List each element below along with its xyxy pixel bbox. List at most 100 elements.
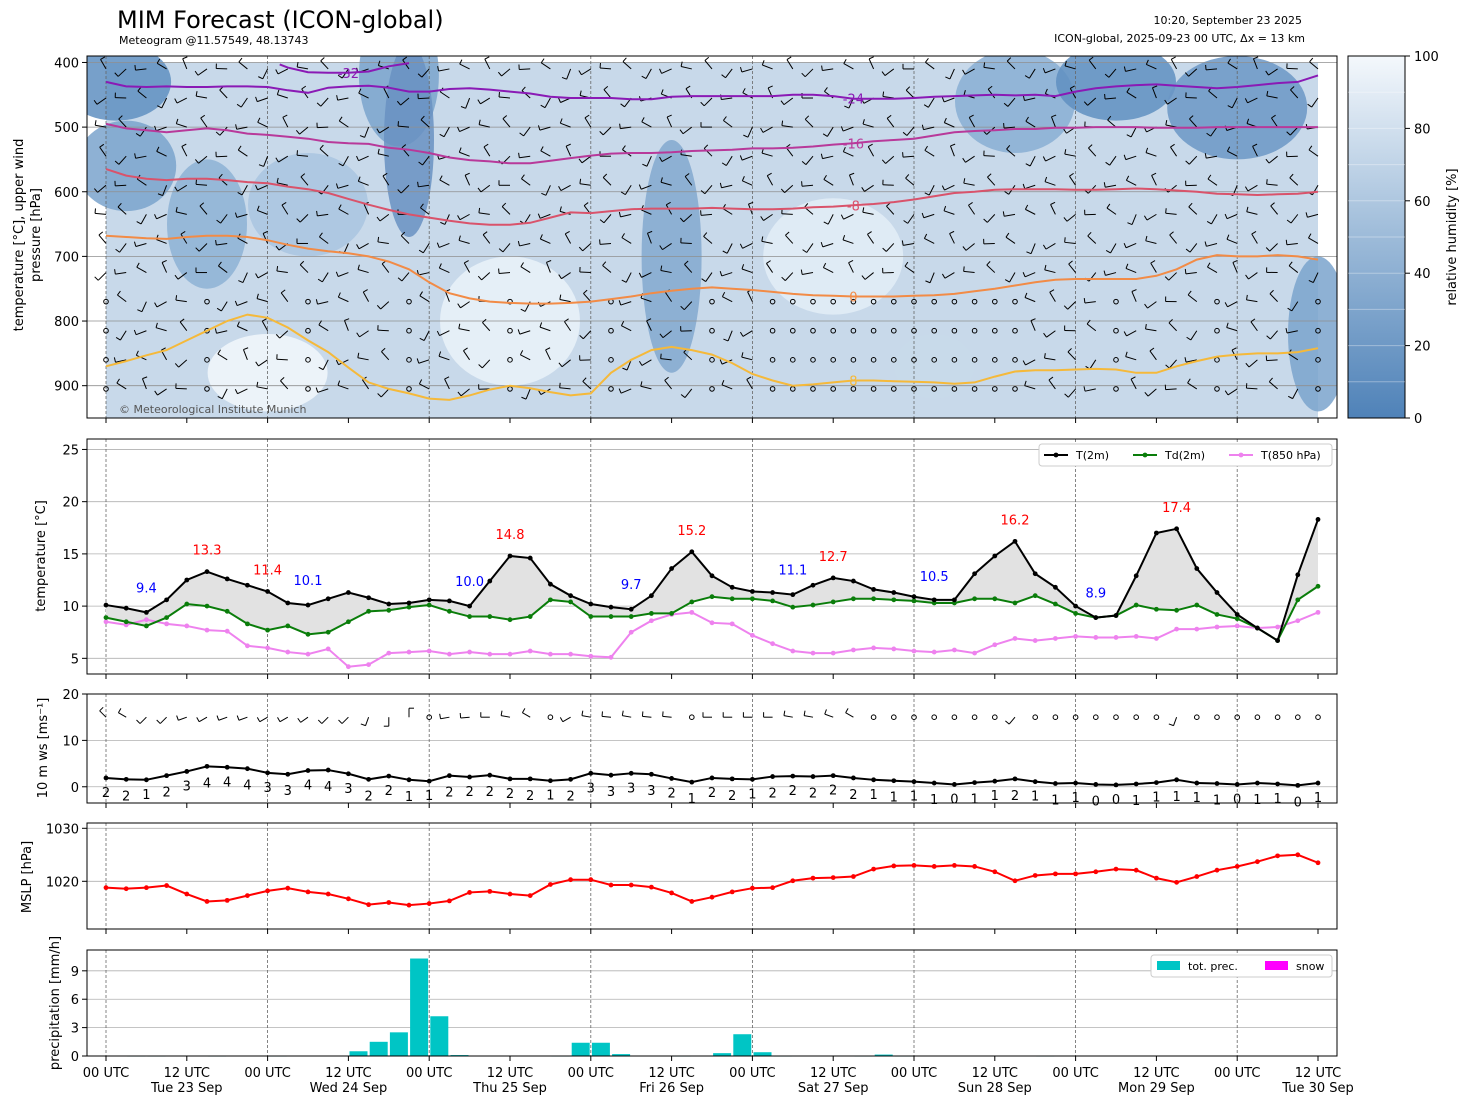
series-point-1	[1315, 583, 1321, 589]
pressure-axis-label: 800	[54, 315, 79, 330]
gust-label: 0	[1092, 794, 1100, 809]
series-point-1	[1214, 612, 1220, 617]
upper-wind-barb	[826, 126, 834, 137]
gust-label: 1	[1314, 791, 1322, 806]
precip-bar	[369, 1041, 388, 1056]
upper-wind-barb-flag	[377, 393, 382, 398]
upper-wind-barb-flag	[418, 249, 424, 254]
upper-wind-barb	[501, 68, 511, 77]
wind-speed-point	[628, 770, 634, 776]
series-point-0	[366, 595, 371, 601]
upper-wind-barb	[337, 272, 349, 277]
surface-wind-barb	[259, 716, 268, 723]
upper-wind-barb-flag	[460, 106, 466, 109]
upper-wind-barb-flag	[137, 86, 142, 92]
upper-wind-barb-flag	[700, 190, 706, 195]
upper-wind-barb-flag	[118, 115, 123, 120]
gust-label: 2	[809, 787, 817, 802]
series-point-1	[790, 604, 796, 610]
upper-wind-barb	[1149, 350, 1157, 361]
upper-wind-barb	[924, 238, 935, 244]
gust-label: 4	[223, 775, 231, 790]
mslp-point	[507, 891, 513, 897]
upper-wind-barb-flag	[719, 182, 722, 188]
upper-wind-barb	[478, 212, 490, 215]
wind-speed-point	[1255, 780, 1260, 786]
upper-wind-barb	[1125, 243, 1137, 249]
min-temperature-label: 9.7	[621, 578, 642, 593]
upper-wind-barb-flag	[539, 234, 543, 240]
upper-wind-barb	[843, 213, 854, 220]
upper-wind-barb	[1064, 153, 1076, 157]
upper-wind-barb-flag	[584, 114, 590, 119]
upper-wind-barb	[178, 359, 188, 368]
upper-wind-barb-calm	[1012, 327, 1018, 334]
upper-wind-barb	[338, 208, 349, 215]
upper-wind-barb	[1165, 212, 1177, 215]
upper-wind-barb-flag	[275, 245, 280, 251]
wind-ylabel: 10 m ws [ms⁻¹]	[36, 698, 51, 799]
upper-wind-barb	[484, 58, 491, 70]
series-point-1	[568, 599, 573, 605]
upper-wind-barb-flag	[822, 133, 828, 137]
upper-wind-barb-calm	[790, 357, 796, 363]
upper-wind-barb-calm	[204, 386, 210, 392]
upper-wind-barb-flag	[867, 231, 872, 235]
legend-swatch	[1157, 961, 1180, 970]
series-point-1	[285, 623, 291, 629]
upper-wind-barb-flag	[545, 347, 551, 351]
upper-wind-barb	[502, 118, 511, 128]
series-point-2	[1275, 624, 1280, 630]
gust-label: 0	[950, 792, 958, 807]
upper-wind-barb-flag	[746, 376, 752, 380]
upper-wind-barb	[523, 214, 531, 224]
precip-bar	[733, 1034, 752, 1056]
upper-wind-barb	[539, 326, 551, 332]
upper-wind-barb	[523, 126, 531, 137]
upper-wind-barb	[827, 214, 834, 225]
upper-wind-barb	[502, 243, 511, 253]
series-point-1	[649, 611, 654, 616]
surface-wind-barb-calm	[1133, 714, 1139, 720]
upper-wind-barb	[1247, 184, 1258, 192]
upper-wind-barb	[1044, 181, 1056, 186]
upper-wind-barb	[1308, 237, 1319, 244]
upper-wind-barb	[280, 380, 289, 390]
upper-wind-barb-flag	[621, 279, 627, 283]
upper-wind-barb	[848, 174, 854, 186]
upper-wind-barb-calm	[971, 357, 978, 363]
gust-label: 4	[243, 779, 251, 794]
series-point-0	[184, 577, 190, 583]
upper-wind-barb-flag	[1308, 145, 1313, 151]
mslp-point	[790, 878, 796, 884]
upper-wind-barb	[95, 124, 107, 128]
upper-wind-barb	[583, 293, 592, 302]
upper-wind-barb-flag	[882, 247, 887, 252]
upper-wind-barb	[218, 265, 228, 273]
wind-panel: 2 2 1 2 3 4 4 4 3 3 4 4 32 2 1 1 2 2 2 2 2 1 23 3 3 3 2 1 2 2 1 2 2 2 2 2 1 1…	[36, 688, 1338, 810]
upper-wind-barb-flag	[463, 347, 468, 352]
upper-wind-barb-flag	[1083, 101, 1088, 106]
upper-wind-barb-flag	[721, 74, 726, 79]
upper-wind-barb-flag	[578, 70, 582, 76]
upper-wind-barb-flag	[579, 178, 582, 184]
wind-speed-point	[911, 779, 917, 785]
upper-wind-barb	[241, 185, 248, 196]
series-point-2	[1073, 634, 1078, 639]
upper-wind-barb	[621, 237, 632, 244]
series-point-0	[931, 597, 937, 603]
upper-wind-barb	[197, 68, 208, 76]
upper-wind-barb	[139, 126, 147, 137]
upper-wind-barb	[1003, 126, 1016, 129]
series-point-1	[386, 607, 392, 613]
upper-wind-barb-calm	[1315, 357, 1321, 363]
upper-wind-barb-flag	[823, 174, 827, 180]
upper-wind-barb	[99, 146, 107, 157]
upper-wind-barb-flag	[1252, 143, 1258, 147]
upper-wind-barb-flag	[1206, 132, 1211, 137]
gust-label: 3	[344, 782, 352, 797]
upper-wind-barb-flag	[861, 187, 865, 192]
upper-wind-barb	[1266, 95, 1278, 99]
upper-wind-barb	[1029, 155, 1036, 167]
upper-wind-barb	[1185, 359, 1197, 363]
